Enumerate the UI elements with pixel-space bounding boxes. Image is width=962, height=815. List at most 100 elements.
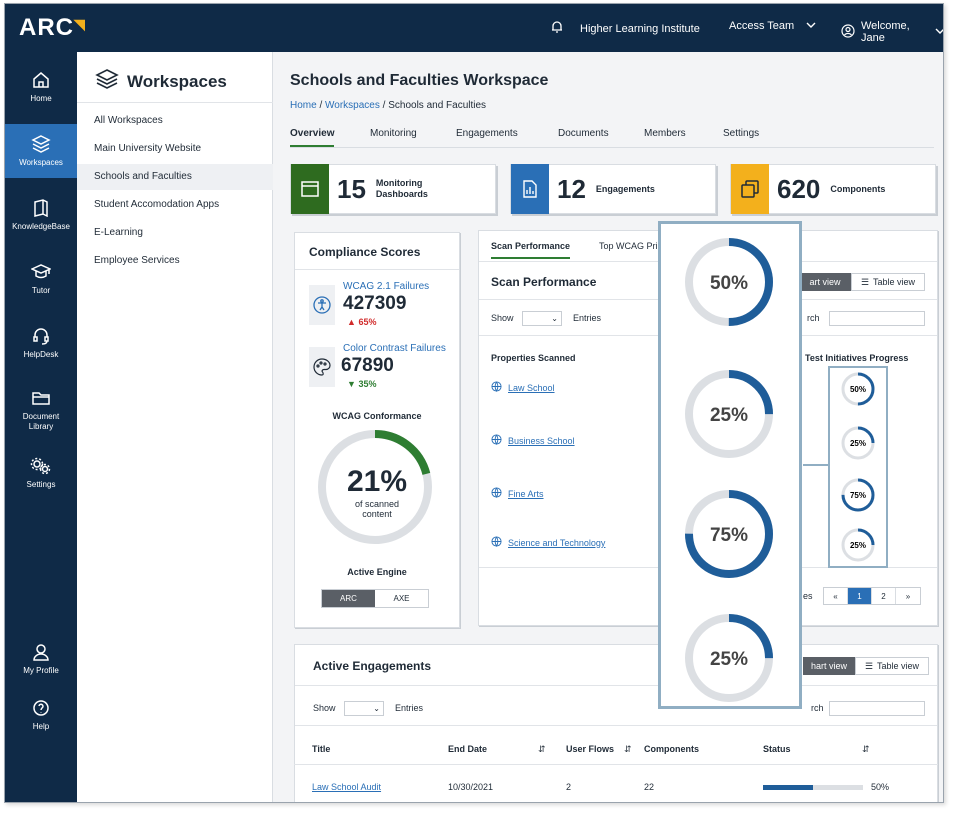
app-logo[interactable]: ARC◥	[19, 14, 86, 41]
nav-label: My Profile	[23, 666, 59, 675]
progress-ring-zoom: 75%	[685, 490, 773, 578]
stat-card-components[interactable]: 620 Components	[730, 164, 936, 214]
page-button[interactable]: 2	[872, 588, 896, 604]
search-label: rch	[811, 703, 824, 713]
engine-title: Active Engine	[347, 567, 407, 577]
workspace-item[interactable]: Schools and Faculties	[77, 164, 273, 190]
tab-monitoring[interactable]: Monitoring	[370, 128, 417, 139]
nav-help[interactable]: Help	[5, 688, 77, 742]
col-title[interactable]: Title	[312, 744, 331, 754]
property-link[interactable]: Fine Arts	[491, 487, 544, 500]
entries-label: Entries	[395, 703, 424, 713]
progress-label-zoom: 25%	[710, 649, 748, 670]
org-name[interactable]: Higher Learning Institute	[580, 22, 700, 35]
breadcrumb-workspaces[interactable]: Workspaces	[325, 100, 380, 111]
property-link[interactable]: Law School	[491, 381, 555, 394]
tab-settings[interactable]: Settings	[723, 128, 760, 139]
user-flows-cell: 2	[566, 782, 572, 792]
col-components[interactable]: Components	[644, 744, 699, 754]
status-cell: 50%	[871, 782, 890, 792]
nav-helpdesk[interactable]: HelpDesk	[5, 316, 77, 370]
chevron-down-icon	[806, 20, 816, 32]
nav-document-library[interactable]: Document Library	[5, 380, 77, 440]
zoom-connector	[803, 464, 829, 466]
contrast-failures-link[interactable]: Color Contrast Failures	[343, 343, 446, 354]
globe-icon	[491, 381, 502, 394]
tab-scan-performance[interactable]: Scan Performance	[491, 241, 571, 259]
engine-axe-button[interactable]: AXE	[393, 594, 410, 603]
nav-label: HelpDesk	[23, 350, 59, 359]
workspace-item[interactable]: E-Learning	[94, 227, 143, 238]
nav-tutor[interactable]: Tutor	[5, 252, 77, 306]
progress-label-mini: 75%	[850, 491, 866, 500]
help-icon	[31, 699, 51, 719]
compliance-title: Compliance Scores	[309, 245, 421, 259]
page-tabs: Overview Monitoring Engagements Document…	[290, 128, 934, 148]
pagination: « 1 2 »	[823, 587, 921, 605]
nav-home[interactable]: Home	[5, 60, 77, 114]
tab-top-wcag[interactable]: Top WCAG Pri	[599, 241, 658, 251]
org-switcher[interactable]: Higher Learning Institute	[550, 20, 700, 37]
end-date-cell: 10/30/2021	[448, 782, 494, 792]
workspace-item[interactable]: Student Accomodation Apps	[94, 199, 220, 210]
home-icon	[31, 71, 51, 91]
team-name[interactable]: Access Team	[729, 20, 795, 32]
report-icon	[511, 164, 549, 214]
tab-documents[interactable]: Documents	[558, 128, 609, 139]
show-label: Show	[491, 313, 514, 323]
page-prev-button[interactable]: «	[824, 588, 848, 604]
entries-select[interactable]: ⌄	[522, 311, 562, 326]
col-progress: Test Initiatives Progress	[805, 353, 909, 363]
nav-label: Help	[32, 722, 50, 731]
progress-ring-zoom: 25%	[685, 614, 773, 702]
entries-label: Entries	[573, 313, 602, 323]
sort-icon[interactable]: ⇵	[624, 744, 632, 754]
team-switcher[interactable]: Access Team	[729, 20, 816, 32]
engagement-link[interactable]: Law School Audit	[312, 782, 382, 792]
tab-engagements[interactable]: Engagements	[456, 128, 518, 139]
col-end-date[interactable]: End Date	[448, 744, 488, 754]
components-cell: 22	[644, 782, 655, 792]
engine-arc-button[interactable]: ARC	[322, 590, 375, 607]
workspace-item[interactable]: All Workspaces	[94, 115, 163, 126]
sort-icon[interactable]: ⇵	[862, 744, 870, 754]
stat-card-engagements[interactable]: 12 Engagements	[510, 164, 716, 214]
col-status[interactable]: Status	[763, 744, 791, 754]
headset-icon	[31, 327, 51, 347]
welcome-text[interactable]: Welcome, Jane	[861, 20, 910, 44]
nav-settings[interactable]: Settings	[5, 446, 77, 500]
tab-members[interactable]: Members	[644, 128, 686, 139]
scan-title: Scan Performance	[491, 275, 597, 289]
page-button[interactable]: 1	[848, 588, 872, 604]
workspace-item[interactable]: Main University Website	[94, 143, 202, 154]
entries-select[interactable]: ⌄	[344, 701, 384, 716]
tab-overview[interactable]: Overview	[290, 128, 335, 147]
nav-knowledgebase[interactable]: KnowledgeBase	[5, 188, 77, 242]
wcag-failures-link[interactable]: WCAG 2.1 Failures	[343, 281, 430, 292]
table-view-button[interactable]: ☰ Table view	[851, 273, 925, 291]
stat-label: Engagements	[595, 183, 655, 194]
property-link[interactable]: Science and Technology	[491, 536, 605, 549]
search-input[interactable]	[829, 311, 925, 326]
nav-my-profile[interactable]: My Profile	[5, 632, 77, 686]
stat-card-monitoring[interactable]: 15 Monitoring Dashboards	[290, 164, 496, 214]
workspaces-heading: Workspaces	[95, 68, 227, 95]
bell-icon[interactable]	[550, 20, 564, 37]
property-link[interactable]: Business School	[491, 434, 575, 447]
breadcrumb: Home / Workspaces / Schools and Facultie…	[290, 100, 486, 111]
breadcrumb-current: Schools and Faculties	[388, 100, 487, 111]
chart-view-button[interactable]: hart view	[803, 657, 855, 675]
nav-workspaces[interactable]: Workspaces	[5, 124, 77, 178]
user-menu[interactable]: Welcome, Jane	[841, 20, 943, 44]
workspaces-panel: Workspaces All Workspaces Main Universit…	[77, 52, 273, 802]
wcag-failures-value: 427309	[343, 293, 407, 314]
conformance-caption: content	[362, 509, 392, 519]
chart-view-button[interactable]: art view	[799, 273, 851, 291]
search-input[interactable]	[829, 701, 925, 716]
table-view-button[interactable]: ☰ Table view	[855, 657, 929, 675]
page-next-button[interactable]: »	[905, 591, 911, 601]
sort-icon[interactable]: ⇵	[538, 744, 546, 754]
breadcrumb-home[interactable]: Home	[290, 100, 317, 111]
workspace-item[interactable]: Employee Services	[94, 255, 180, 266]
col-user-flows[interactable]: User Flows	[566, 744, 615, 754]
